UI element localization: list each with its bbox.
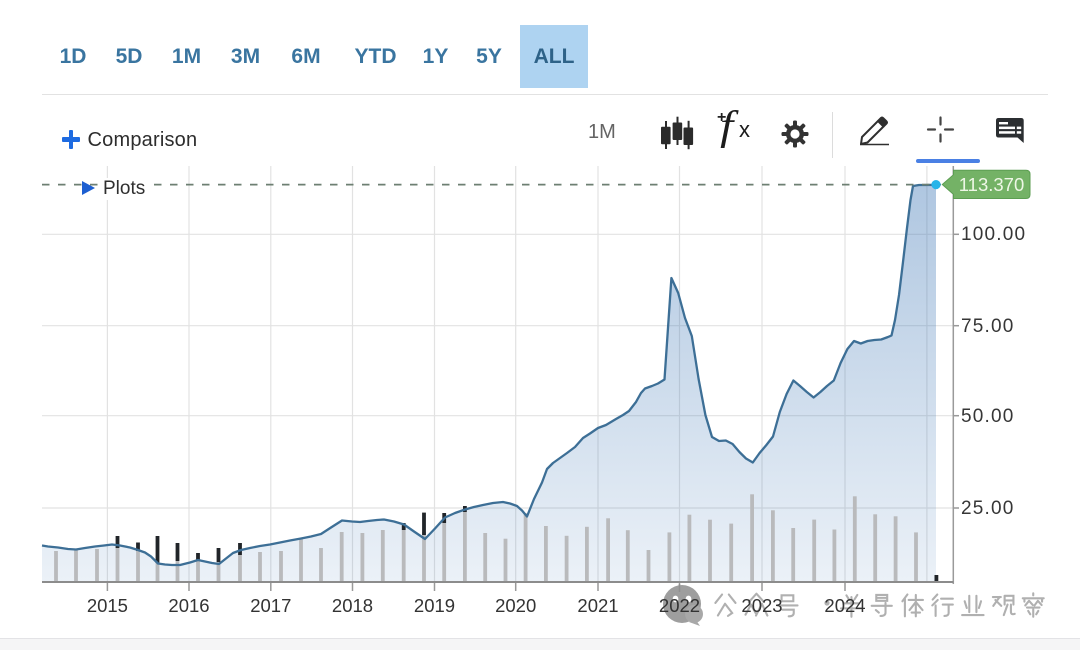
svg-text:113.370: 113.370 (959, 174, 1025, 195)
